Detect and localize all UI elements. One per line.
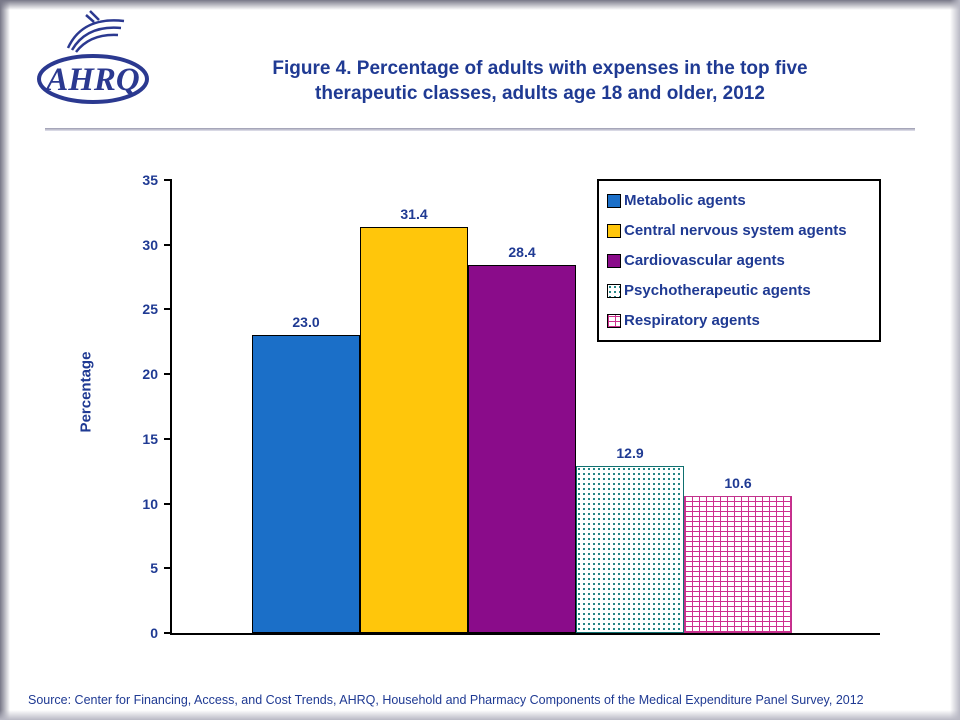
- y-tick-label-10: 10: [142, 495, 158, 512]
- bar-respiratory-agents: 10.6: [684, 475, 792, 633]
- frame-left-edge: [0, 0, 10, 720]
- legend-label: Metabolic agents: [624, 192, 746, 209]
- bar-psychotherapeutic-agents: 12.9: [576, 445, 684, 633]
- y-axis-title: Percentage: [77, 351, 95, 433]
- legend-swatch-respiratory-agents: [607, 313, 621, 328]
- legend-swatch-metabolic-agents: [607, 193, 621, 208]
- legend-item-respiratory-agents: Respiratory agents: [607, 312, 871, 329]
- plot-area: 0 5 10 15 20 25 30 35 23.0 31.4 28.4 12.9 10.6 Meta…: [142, 172, 881, 641]
- ahrq-logo: AHRQ: [36, 8, 154, 110]
- bar-value-label-cardiovascular-agents: 28.4: [508, 244, 536, 261]
- y-tick-mark: [164, 632, 172, 634]
- figure-title-line2: therapeutic classes, adults age 18 and o…: [315, 82, 765, 104]
- legend-item-psychotherapeutic-agents: Psychotherapeutic agents: [607, 282, 871, 299]
- y-axis-ticks: 0 5 10 15 20 25 30 35: [142, 172, 880, 641]
- legend-label: Central nervous system agents: [624, 222, 847, 239]
- source-text: Source: Center for Financing, Access, an…: [28, 693, 864, 707]
- frame-bottom-edge: [0, 710, 960, 720]
- bar-value-label-central-nervous-system-agents: 31.4: [400, 205, 428, 222]
- legend-item-central-nervous-system-agents: Central nervous system agents: [607, 222, 871, 239]
- legend-label: Psychotherapeutic agents: [624, 282, 811, 299]
- eagle-icon: [66, 10, 125, 53]
- y-tick-mark: [164, 502, 172, 505]
- y-tick-mark: [164, 373, 172, 376]
- y-tick-label-15: 15: [142, 430, 158, 447]
- ahrq-logo-text: AHRQ: [44, 62, 140, 98]
- legend: Metabolic agents Central nervous system a…: [597, 179, 881, 342]
- figure-title: Figure 4. Percentage of adults with expe…: [160, 57, 920, 106]
- y-tick-mark: [164, 243, 172, 246]
- legend-swatch-central-nervous-system-agents: [607, 223, 621, 238]
- y-tick-label-35: 35: [142, 172, 158, 188]
- bars-container: 23.0 31.4 28.4 12.9 10.6: [172, 180, 880, 633]
- header-divider: [45, 128, 915, 131]
- bar-value-label-metabolic-agents: 23.0: [292, 314, 320, 331]
- bar-value-label-psychotherapeutic-agents: 12.9: [616, 445, 644, 462]
- bar-value-label-respiratory-agents: 10.6: [724, 474, 752, 491]
- legend-label: Respiratory agents: [624, 312, 760, 329]
- y-tick-label-20: 20: [142, 366, 158, 383]
- legend-item-metabolic-agents: Metabolic agents: [607, 192, 871, 209]
- y-tick-mark: [164, 179, 172, 181]
- legend-item-cardiovascular-agents: Cardiovascular agents: [607, 252, 871, 269]
- legend-label: Cardiovascular agents: [624, 252, 785, 269]
- y-tick-mark: [164, 308, 172, 311]
- bar-central-nervous-system-agents: 31.4: [360, 206, 468, 633]
- ahrq-logo-graphic: AHRQ: [37, 10, 149, 104]
- figure-title-line1: Figure 4. Percentage of adults with expe…: [272, 58, 808, 79]
- y-tick-mark: [164, 567, 172, 570]
- y-tick-label-0: 0: [150, 625, 158, 641]
- bar-cardiovascular-agents: 28.4: [468, 244, 576, 633]
- y-tick-label-5: 5: [150, 560, 158, 577]
- legend-swatch-cardiovascular-agents: [607, 253, 621, 268]
- y-tick-label-30: 30: [142, 236, 158, 253]
- frame-right-edge: [950, 0, 960, 720]
- y-tick-mark: [164, 437, 172, 440]
- y-tick-label-25: 25: [142, 301, 158, 318]
- legend-swatch-psychotherapeutic-agents: [607, 283, 621, 298]
- bar-metabolic-agents: 23.0: [252, 314, 360, 633]
